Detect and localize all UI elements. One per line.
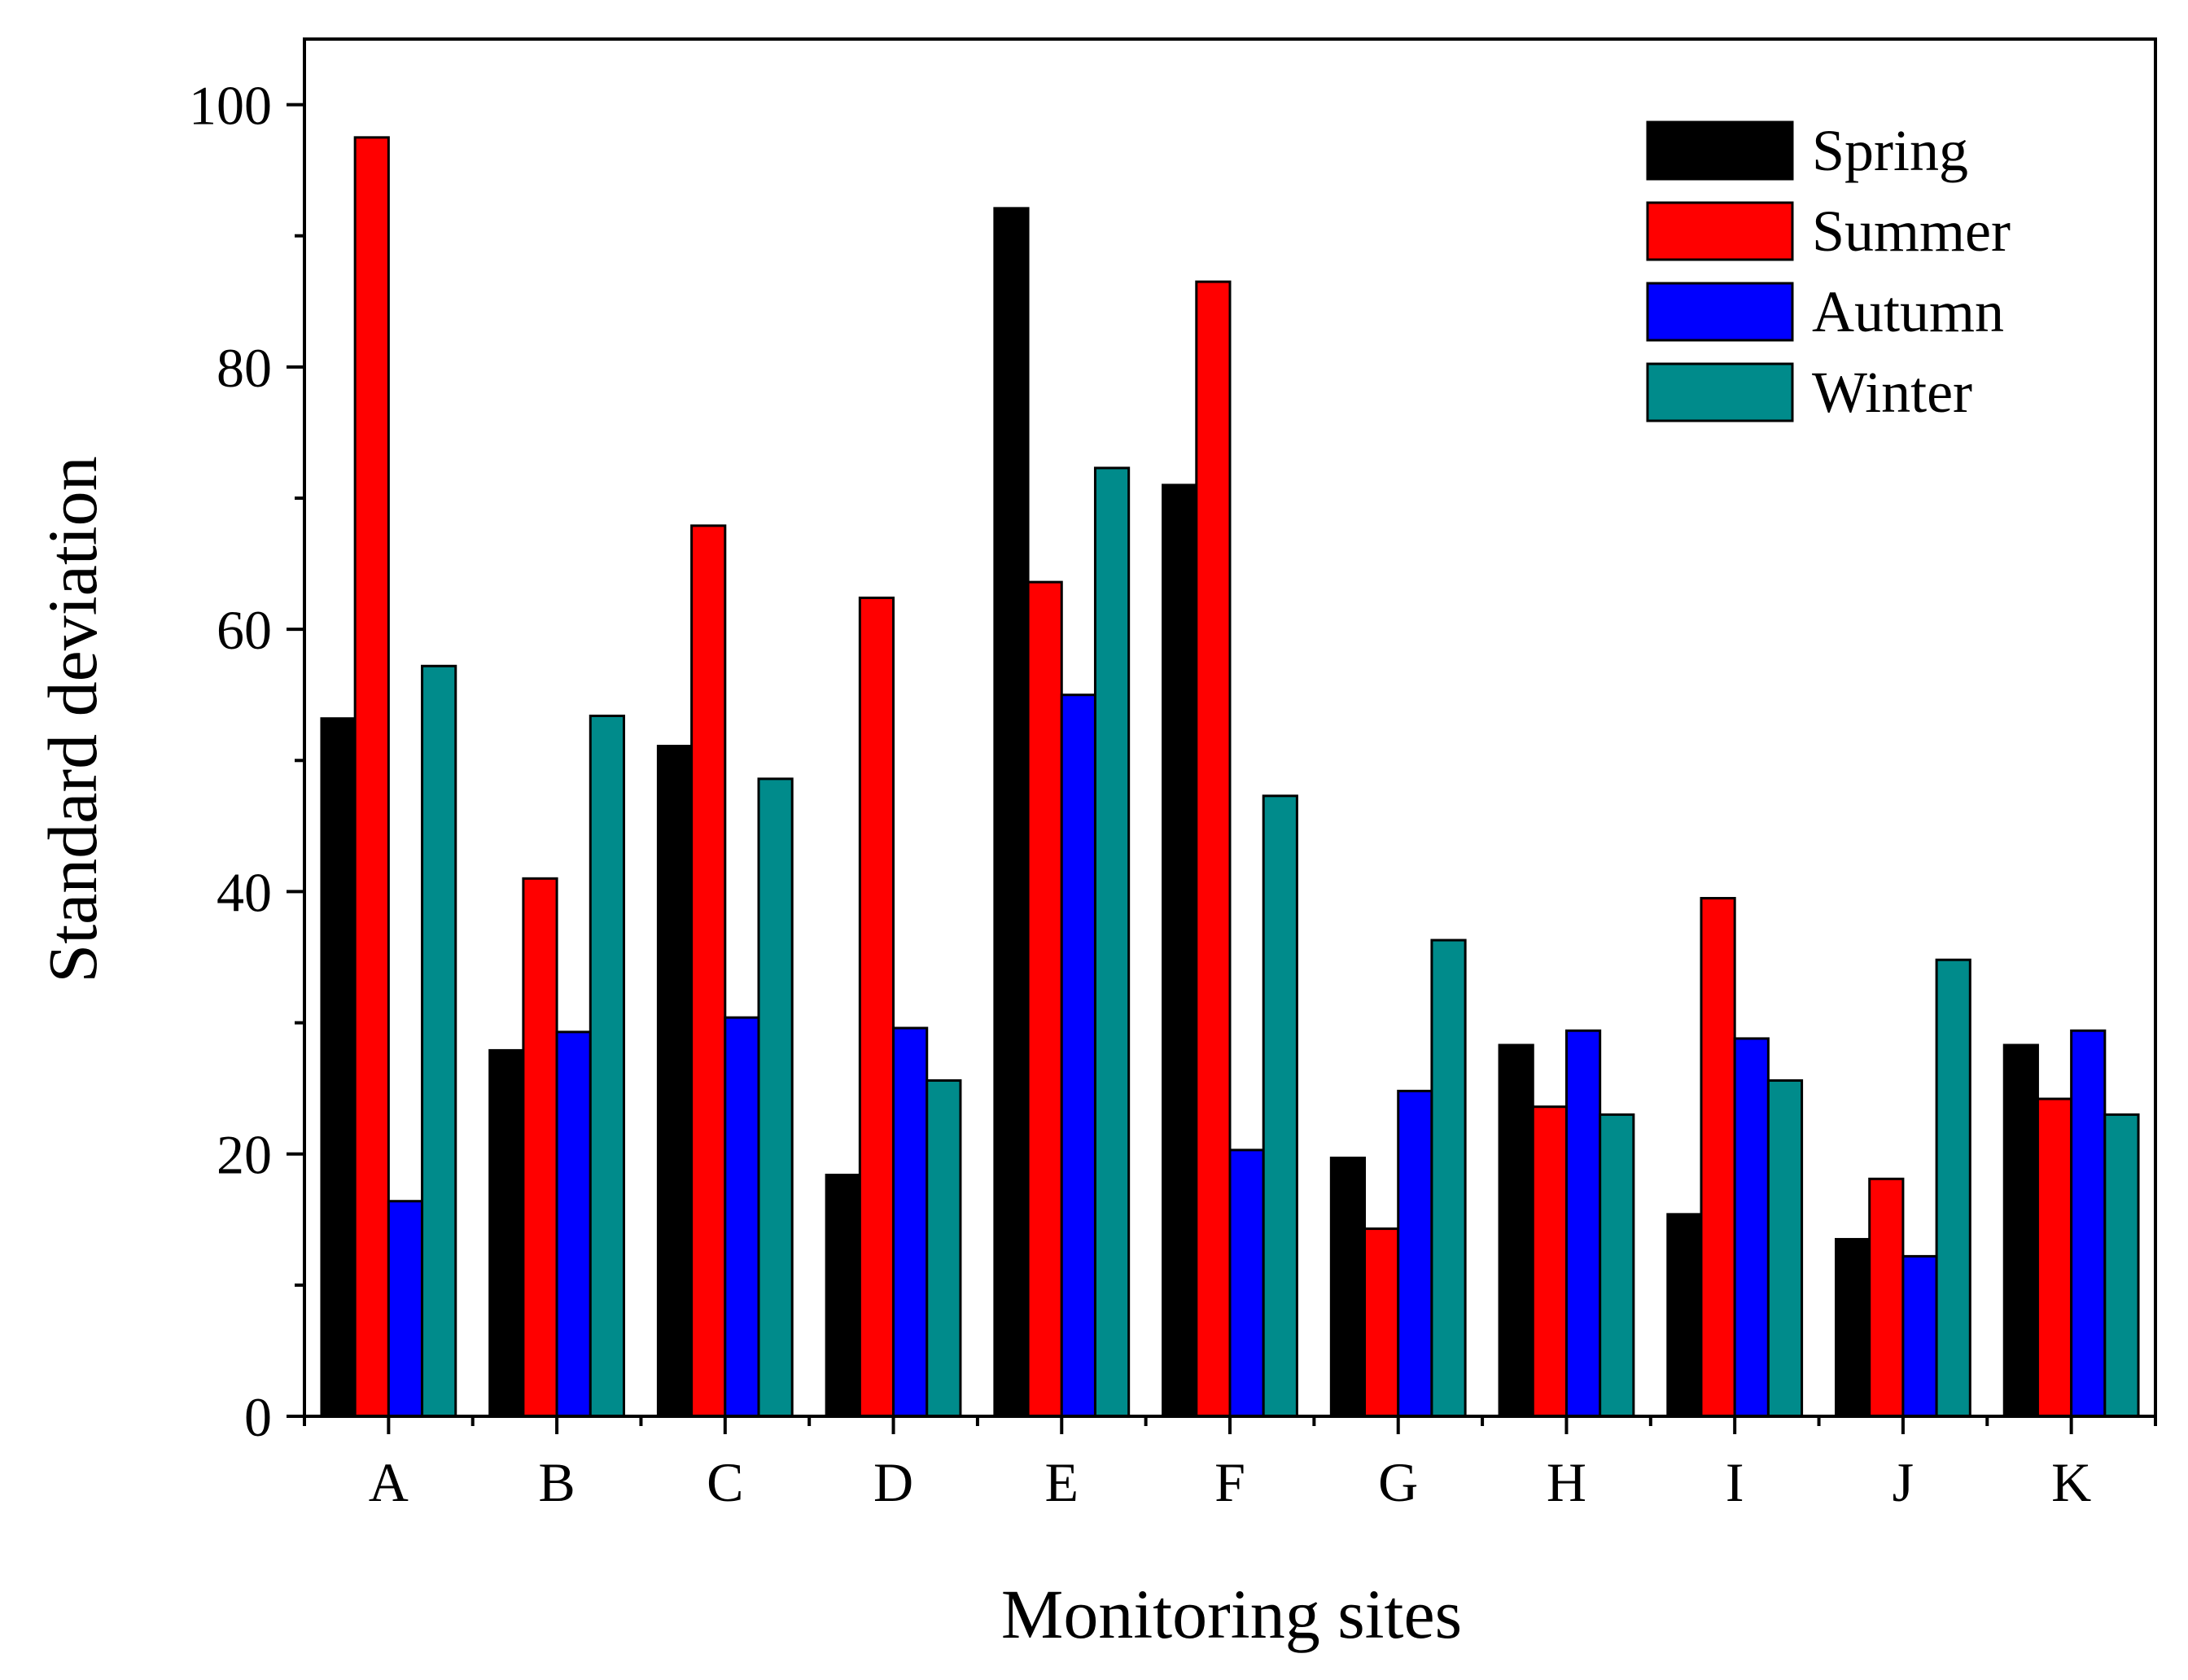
bar-winter-F (1262, 794, 1298, 1418)
bar-summer-J (1868, 1177, 1905, 1418)
bar-autumn-C (724, 1016, 760, 1418)
bar-summer-B (522, 877, 558, 1418)
bar-spring-K (2002, 1043, 2039, 1418)
bar-spring-C (656, 745, 694, 1418)
y-axis-title: Standard deviation (33, 456, 112, 982)
y-tick-label: 100 (189, 75, 272, 137)
x-tick-label-C: C (707, 1451, 743, 1513)
legend-label-summer: Summer (1812, 199, 2011, 264)
bar-summer-F (1195, 280, 1232, 1418)
bar-winter-I (1766, 1078, 1804, 1418)
bar-spring-A (320, 717, 357, 1418)
y-tick-label: 0 (244, 1386, 272, 1448)
legend-label-autumn: Autumn (1812, 279, 2004, 344)
x-axis-ticks: A B C D E F G H I J K (303, 1416, 2157, 1513)
x-tick-label-G: G (1378, 1451, 1418, 1513)
legend-label-winter: Winter (1812, 360, 1972, 425)
bar-winter-C (757, 777, 794, 1418)
legend-swatch-winter (1646, 362, 1794, 422)
bar-winter-G (1430, 938, 1467, 1418)
x-tick-label-A: A (369, 1451, 409, 1513)
bar-summer-H (1531, 1105, 1568, 1418)
bar-autumn-F (1228, 1148, 1265, 1418)
y-tick-label: 20 (217, 1124, 272, 1186)
x-tick-label-B: B (538, 1451, 575, 1513)
bar-summer-E (1026, 580, 1063, 1418)
bar-summer-D (858, 596, 895, 1418)
y-tick-label: 80 (217, 337, 272, 399)
bar-winter-A (421, 664, 457, 1418)
x-tick-label-E: E (1044, 1451, 1079, 1513)
bar-winter-B (589, 714, 625, 1418)
bar-summer-C (690, 524, 727, 1418)
x-tick-label-I: I (1726, 1451, 1744, 1513)
x-tick-label-H: H (1547, 1451, 1586, 1513)
legend-swatch-autumn (1646, 282, 1794, 342)
bar-winter-D (926, 1078, 962, 1418)
bar-summer-G (1363, 1227, 1400, 1418)
bar-spring-F (1162, 483, 1198, 1418)
bar-autumn-K (2070, 1029, 2107, 1418)
bar-autumn-H (1564, 1029, 1602, 1418)
legend: Spring Summer Autumn Winter (1646, 118, 2011, 425)
bar-spring-G (1329, 1157, 1367, 1418)
bar-spring-E (993, 207, 1030, 1418)
bar-winter-H (1599, 1113, 1635, 1418)
legend-swatch-spring (1646, 120, 1794, 181)
bar-spring-H (1498, 1043, 1534, 1418)
bar-spring-B (488, 1048, 525, 1418)
x-axis-title: Monitoring sites (1001, 1575, 1462, 1653)
bar-winter-K (2103, 1113, 2140, 1418)
bar-winter-J (1935, 958, 1971, 1418)
bar-winter-E (1093, 466, 1131, 1418)
x-tick-label-K: K (2051, 1451, 2091, 1513)
bar-spring-J (1835, 1237, 1871, 1418)
bar-summer-K (2036, 1097, 2073, 1418)
x-tick-label-F: F (1214, 1451, 1245, 1513)
bar-autumn-A (387, 1200, 424, 1418)
x-tick-label-J: J (1893, 1451, 1914, 1513)
bar-summer-A (353, 136, 390, 1418)
bar-spring-D (825, 1173, 861, 1418)
legend-label-spring: Spring (1812, 118, 1968, 183)
y-tick-label: 40 (217, 861, 272, 923)
bar-autumn-E (1060, 693, 1096, 1418)
bar-autumn-B (555, 1030, 592, 1418)
bars-layer (320, 136, 2140, 1418)
x-tick-label-D: D (873, 1451, 913, 1513)
bar-spring-I (1666, 1213, 1703, 1418)
bar-autumn-J (1901, 1254, 1938, 1418)
bar-autumn-I (1733, 1037, 1770, 1418)
bar-autumn-D (892, 1026, 929, 1418)
bar-autumn-G (1397, 1089, 1433, 1418)
bar-summer-I (1700, 896, 1736, 1418)
y-axis-ticks: 0 20 40 60 80 100 (189, 75, 304, 1448)
y-tick-label: 60 (217, 599, 272, 661)
legend-swatch-summer (1646, 201, 1794, 261)
